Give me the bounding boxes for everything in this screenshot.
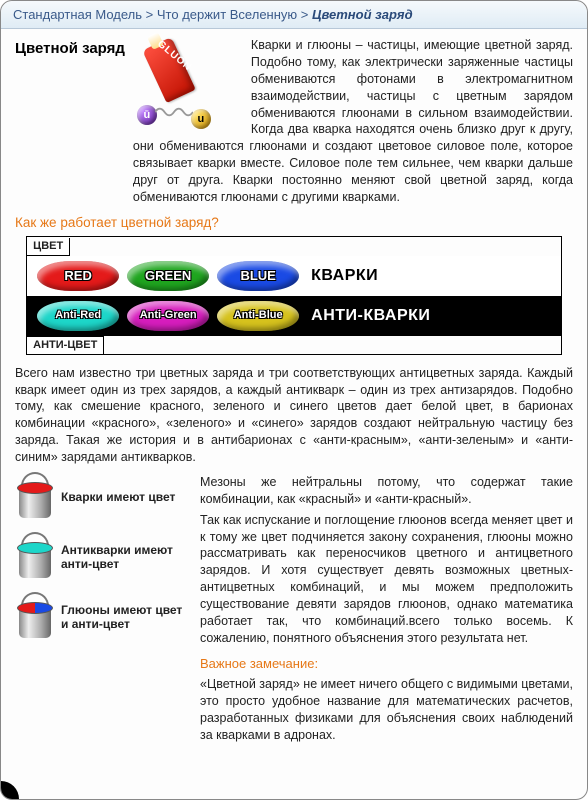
paint-bucket-icon <box>15 476 55 518</box>
bucket-item-2: Глюоны имеют цвет и анти-цвет <box>15 596 190 638</box>
breadcrumb-part1[interactable]: Стандартная Модель <box>13 7 142 22</box>
chart-label-anticolor: АНТИ-ЦВЕТ <box>27 336 104 354</box>
breadcrumb-part2[interactable]: Что держит Вселенную <box>157 7 297 22</box>
page-title: Цветной заряд <box>15 39 125 59</box>
paint-bucket-icon <box>15 536 55 578</box>
color-blob-red: RED <box>37 261 119 291</box>
bucket-item-0: Кварки имеют цвет <box>15 476 190 518</box>
subtitle-how-works: Как же работает цветной заряд? <box>15 214 573 232</box>
paragraph-mesons: Мезоны же нейтральны потому, что содержа… <box>200 474 573 508</box>
anticolor-blob-anti-red: Anti-Red <box>37 301 119 331</box>
row-label-quarks: КВАРКИ <box>311 265 378 287</box>
paragraph-gluons: Так как испускание и поглощение глюонов … <box>200 512 573 647</box>
important-text: «Цветной заряд» не имеет ничего общего с… <box>200 676 573 744</box>
quark-ubar-icon: ū <box>137 105 157 125</box>
paragraph-three-charges: Всего нам известно три цветных заряда и … <box>15 365 573 466</box>
paint-bucket-icon <box>15 596 55 638</box>
color-blob-blue: BLUE <box>217 261 299 291</box>
bucket-caption: Антикварки имеют анти-цвет <box>61 543 190 572</box>
row-label-antiquarks: АНТИ-КВАРКИ <box>311 305 430 327</box>
color-blob-green: GREEN <box>127 261 209 291</box>
bucket-caption: Кварки имеют цвет <box>61 490 175 504</box>
corner-decoration <box>1 781 19 799</box>
breadcrumb-current: Цветной заряд <box>312 7 413 22</box>
important-title: Важное замечание: <box>200 655 573 673</box>
glue-label: GLUON <box>154 38 194 75</box>
bucket-caption: Глюоны имеют цвет и анти-цвет <box>61 603 190 632</box>
breadcrumb: Стандартная Модель > Что держит Вселенну… <box>1 1 587 29</box>
color-chart: ЦВЕТ RED GREEN BLUE КВАРКИ Anti-Red Anti-Gr… <box>26 236 562 355</box>
anticolor-blob-anti-green: Anti-Green <box>127 301 209 331</box>
gluon-illustration: GLUON ū u <box>133 41 243 131</box>
chart-label-color: ЦВЕТ <box>27 238 70 256</box>
chart-row-quarks: RED GREEN BLUE КВАРКИ <box>27 256 561 296</box>
bucket-item-1: Антикварки имеют анти-цвет <box>15 536 190 578</box>
anticolor-blob-anti-blue: Anti-Blue <box>217 301 299 331</box>
bucket-column: Кварки имеют цвет Антикварки имеют анти-ц… <box>15 470 190 748</box>
chart-row-antiquarks: Anti-Red Anti-Green Anti-Blue АНТИ-КВАРКИ <box>27 296 561 336</box>
quark-u-icon: u <box>191 109 211 129</box>
